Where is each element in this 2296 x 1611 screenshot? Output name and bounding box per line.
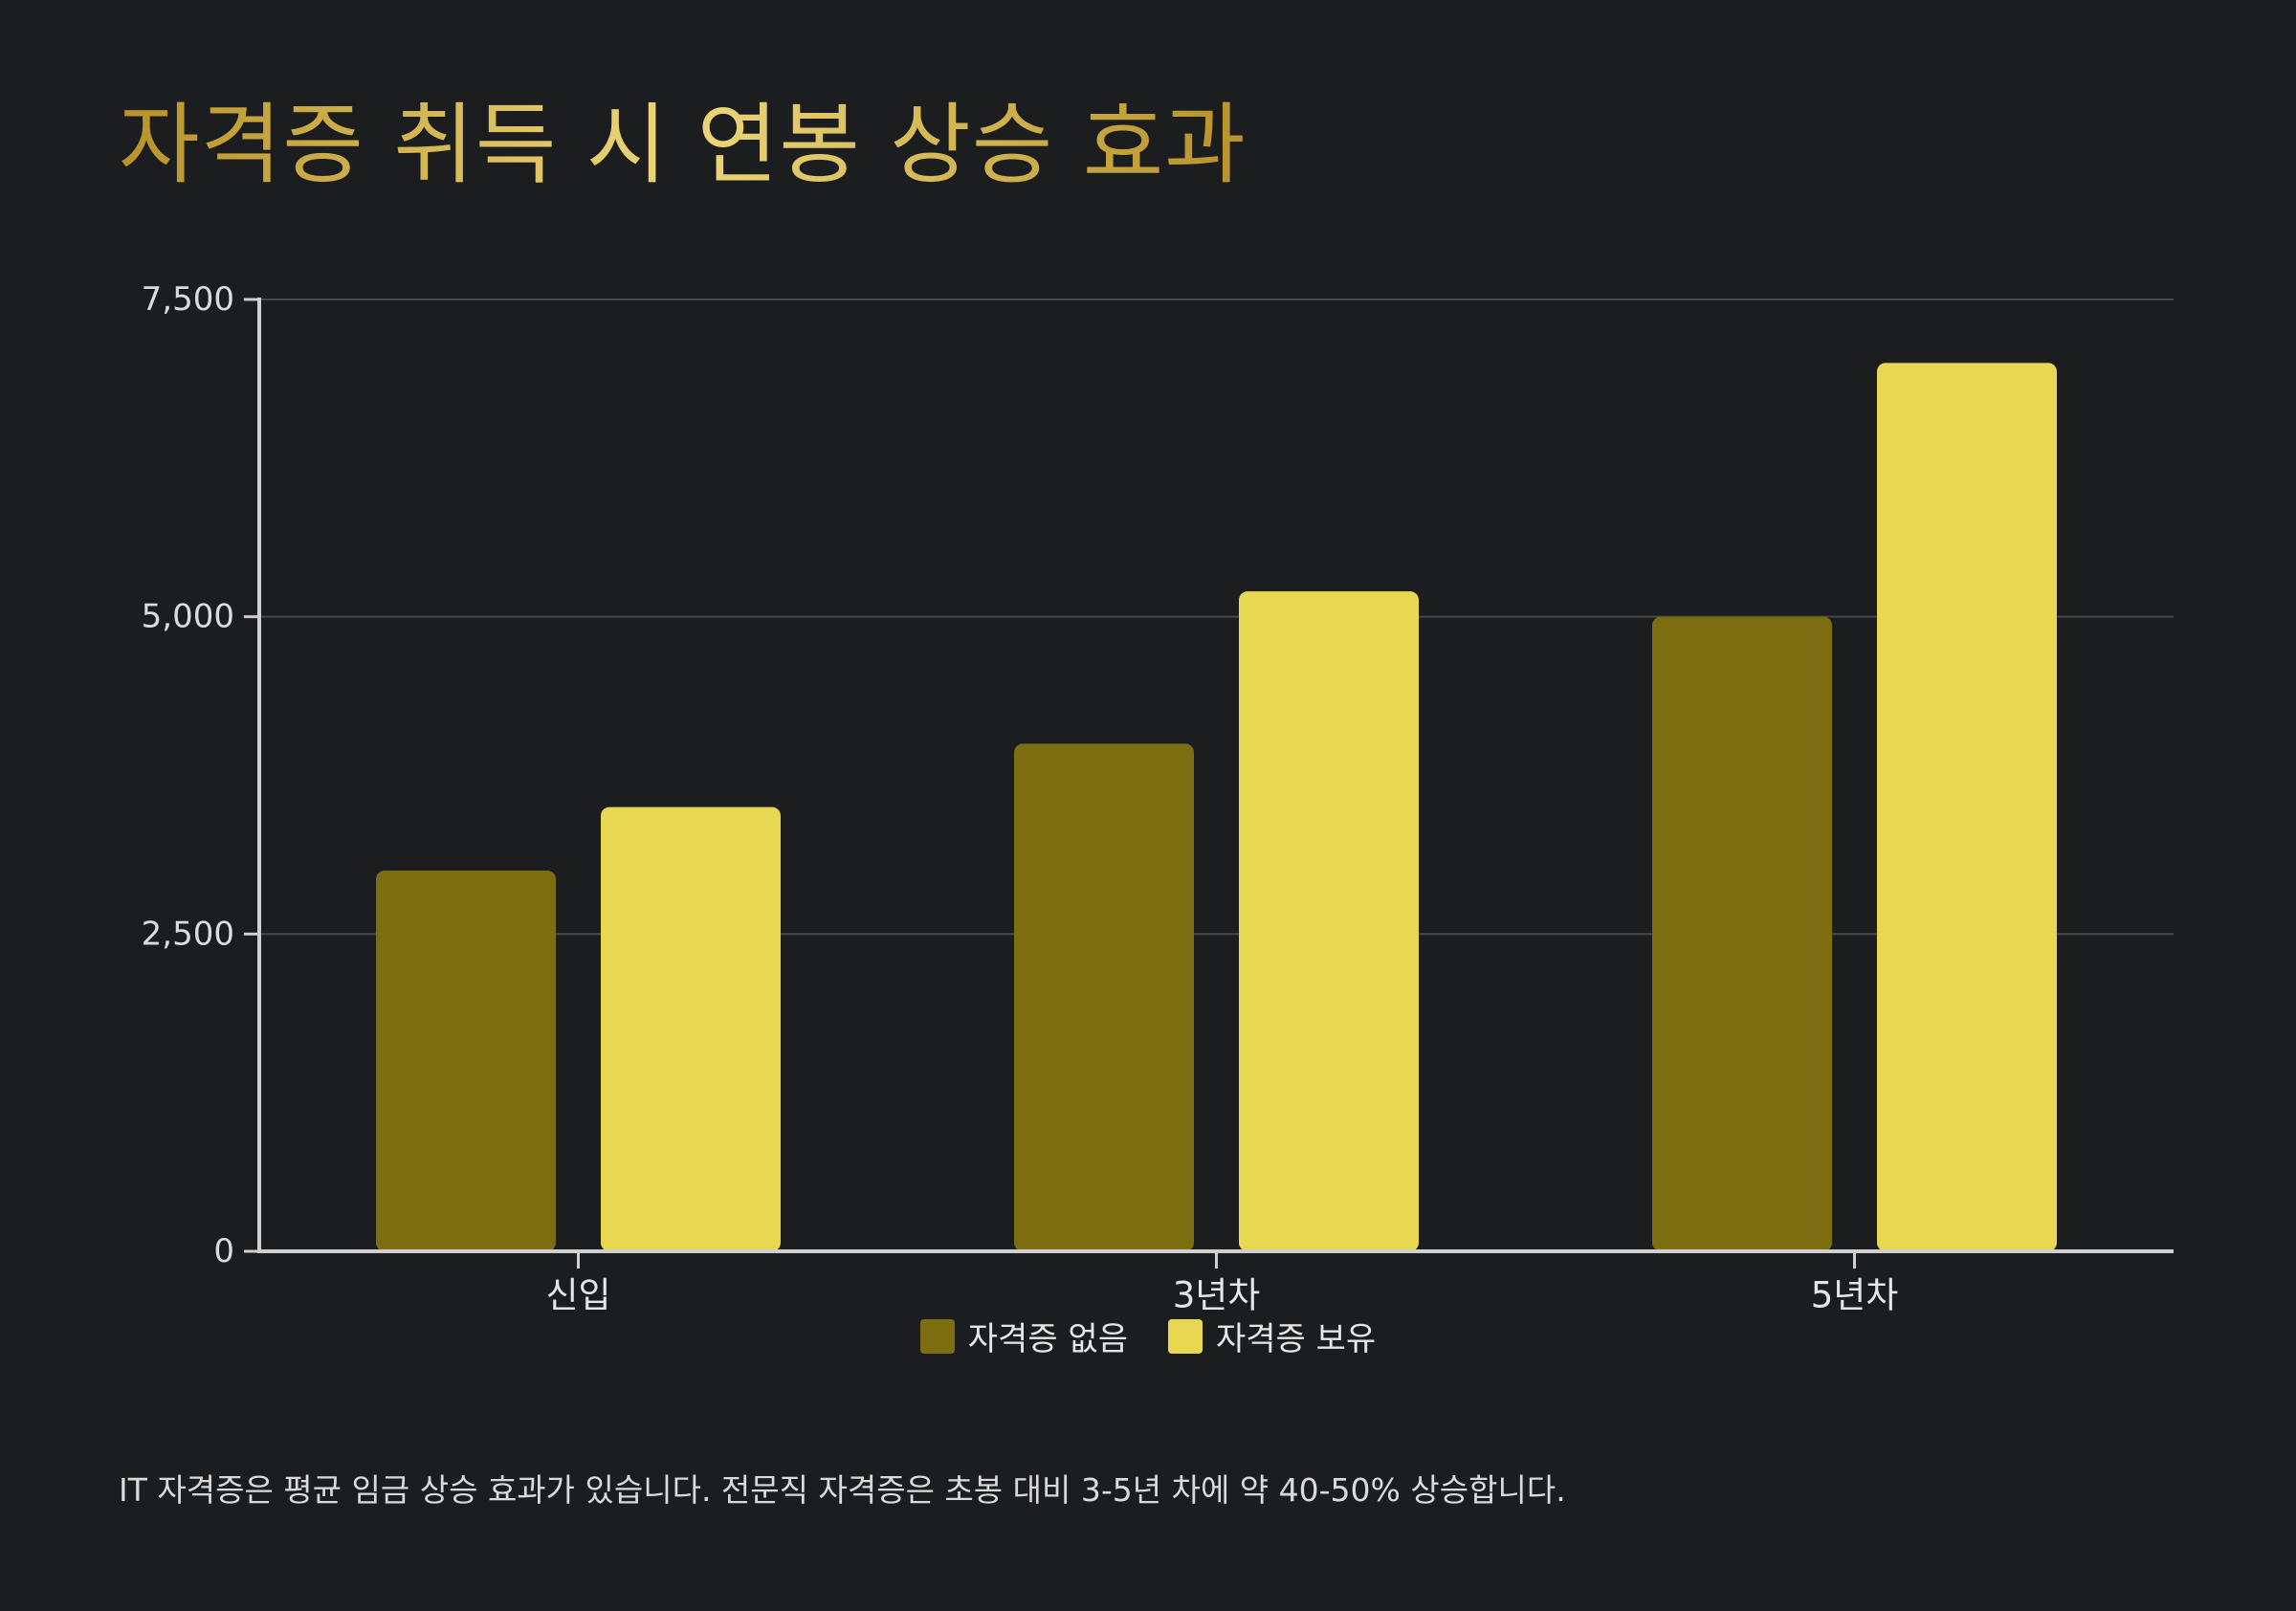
bars — [376, 363, 2057, 1251]
axis-labels: 0 2,500 5,000 7,500 신입 3년차 5년차 — [142, 280, 1899, 1316]
bar — [376, 871, 556, 1251]
legend-label: 자격증 없음 — [967, 1320, 1128, 1358]
bar — [601, 806, 781, 1251]
bar — [1239, 591, 1419, 1251]
x-tick-label: 신입 — [545, 1275, 610, 1316]
grid-lines — [259, 298, 2174, 936]
footnote: IT 자격증은 평균 임금 상승 효과가 있습니다. 전문직 자격증은 초봉 대… — [119, 1471, 1566, 1509]
bar — [1877, 363, 2057, 1251]
bar — [1652, 616, 1832, 1251]
x-tick-label: 5년차 — [1811, 1275, 1899, 1316]
legend-item: 자격증 보유 — [1168, 1313, 1376, 1359]
y-tick-label: 7,500 — [142, 280, 234, 319]
legend-swatch — [919, 1318, 955, 1354]
y-tick-label: 2,500 — [142, 915, 234, 953]
x-tick-label: 3년차 — [1173, 1275, 1261, 1316]
legend-swatch — [1168, 1318, 1203, 1354]
legend-item: 자격증 없음 — [919, 1313, 1128, 1359]
chart-title: 자격증 취득 시 연봉 상승 효과 — [119, 88, 1247, 203]
legend-label: 자격증 보유 — [1216, 1320, 1377, 1358]
legend: 자격증 없음 자격증 보유 — [0, 1313, 2296, 1359]
bar — [1014, 743, 1194, 1251]
axes — [244, 298, 2174, 1269]
y-tick-label: 0 — [213, 1232, 234, 1270]
y-tick-label: 5,000 — [142, 598, 234, 636]
